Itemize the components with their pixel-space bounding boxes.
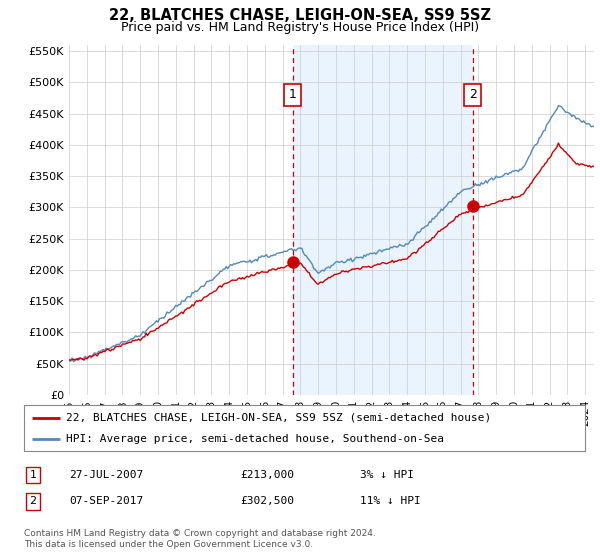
Text: 27-JUL-2007: 27-JUL-2007 <box>69 470 143 480</box>
Text: 11% ↓ HPI: 11% ↓ HPI <box>360 496 421 506</box>
Text: 1: 1 <box>29 470 37 480</box>
Text: £213,000: £213,000 <box>240 470 294 480</box>
Text: £302,500: £302,500 <box>240 496 294 506</box>
Text: HPI: Average price, semi-detached house, Southend-on-Sea: HPI: Average price, semi-detached house,… <box>66 435 444 444</box>
Text: 07-SEP-2017: 07-SEP-2017 <box>69 496 143 506</box>
Bar <box>293 45 473 395</box>
Text: Price paid vs. HM Land Registry's House Price Index (HPI): Price paid vs. HM Land Registry's House … <box>121 21 479 34</box>
Text: Contains HM Land Registry data © Crown copyright and database right 2024.
This d: Contains HM Land Registry data © Crown c… <box>24 529 376 549</box>
Text: 22, BLATCHES CHASE, LEIGH-ON-SEA, SS9 5SZ: 22, BLATCHES CHASE, LEIGH-ON-SEA, SS9 5S… <box>109 8 491 24</box>
Text: 1: 1 <box>289 88 296 101</box>
Text: 22, BLATCHES CHASE, LEIGH-ON-SEA, SS9 5SZ (semi-detached house): 22, BLATCHES CHASE, LEIGH-ON-SEA, SS9 5S… <box>66 413 491 423</box>
Text: 2: 2 <box>29 496 37 506</box>
Text: 3% ↓ HPI: 3% ↓ HPI <box>360 470 414 480</box>
Text: 2: 2 <box>469 88 477 101</box>
